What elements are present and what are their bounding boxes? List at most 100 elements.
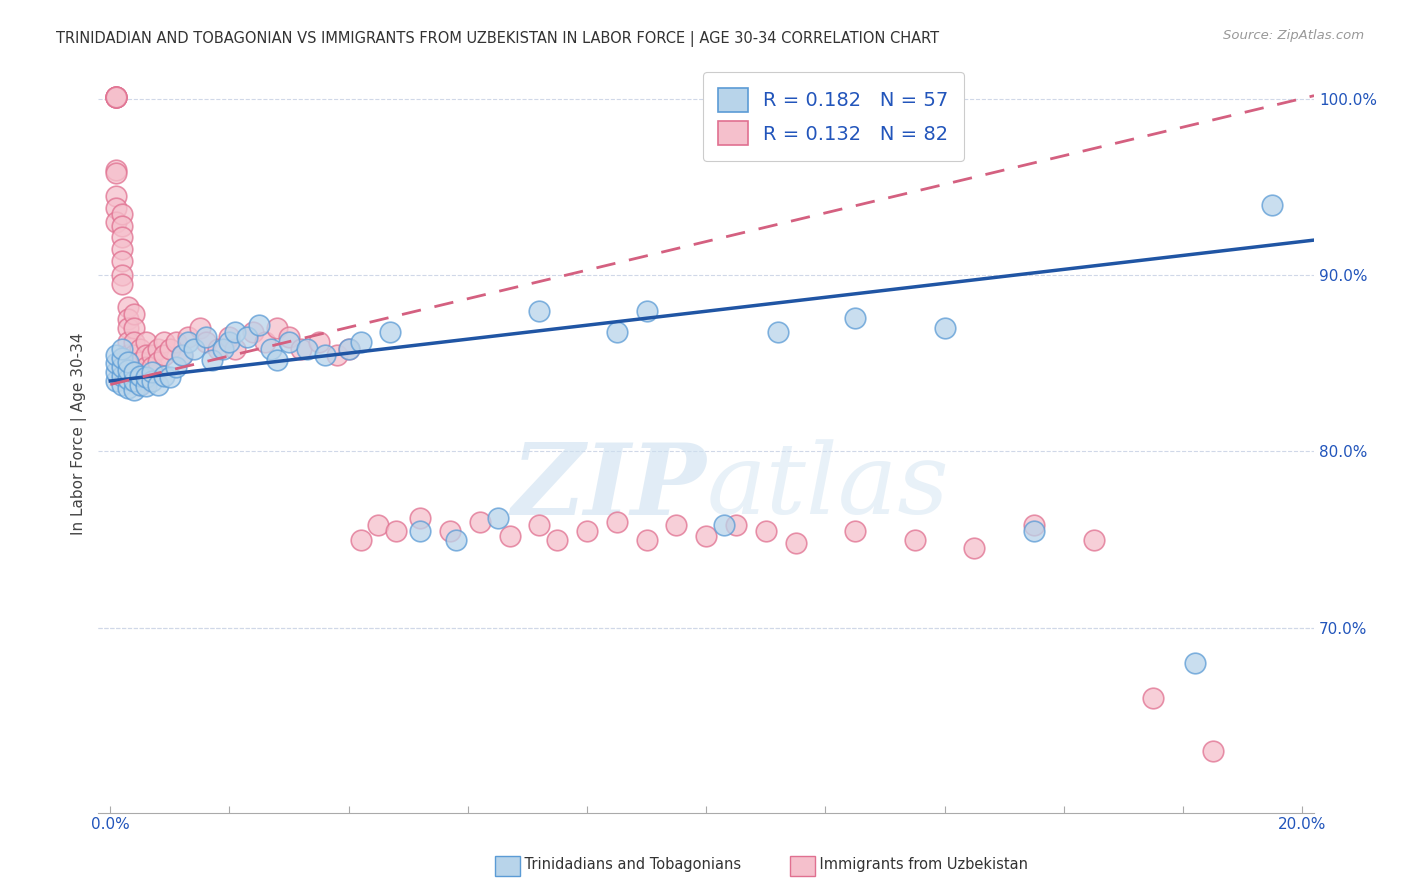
Point xyxy=(934,321,956,335)
Point xyxy=(159,343,181,357)
Point xyxy=(266,352,288,367)
Point xyxy=(117,321,139,335)
Point xyxy=(117,348,139,362)
Point xyxy=(111,368,134,383)
Point xyxy=(904,533,927,547)
Point xyxy=(129,354,152,368)
Point xyxy=(129,343,152,357)
Point xyxy=(129,377,152,392)
Point xyxy=(111,207,134,221)
Point xyxy=(117,354,139,368)
Point xyxy=(117,300,139,314)
Point xyxy=(117,359,139,374)
Point xyxy=(576,524,599,538)
Point xyxy=(111,377,134,392)
Point xyxy=(844,524,866,538)
Y-axis label: In Labor Force | Age 30-34: In Labor Force | Age 30-34 xyxy=(72,333,87,535)
Point xyxy=(349,335,371,350)
Point xyxy=(290,343,312,357)
Point xyxy=(1202,744,1225,758)
Point xyxy=(122,383,145,397)
Point xyxy=(409,511,432,525)
Point xyxy=(111,229,134,244)
Point xyxy=(308,335,330,350)
Point xyxy=(105,90,128,104)
Point xyxy=(1261,198,1284,212)
Point xyxy=(129,368,152,383)
Point xyxy=(111,343,134,357)
Point xyxy=(111,277,134,292)
Point xyxy=(129,377,152,392)
Point xyxy=(170,348,193,362)
Point xyxy=(105,215,128,229)
Point xyxy=(111,219,134,233)
Point xyxy=(146,343,169,357)
Point xyxy=(606,515,628,529)
Point xyxy=(380,325,402,339)
Point xyxy=(1022,524,1045,538)
Point xyxy=(200,352,222,367)
Point xyxy=(159,370,181,384)
Point xyxy=(105,365,128,379)
Point xyxy=(529,518,551,533)
Point xyxy=(713,518,735,533)
Point xyxy=(188,321,211,335)
Point xyxy=(105,90,128,104)
Point xyxy=(337,343,360,357)
Point xyxy=(439,524,461,538)
Point xyxy=(724,518,747,533)
Point xyxy=(194,335,217,350)
Point xyxy=(105,166,128,180)
Point xyxy=(218,330,240,344)
Point xyxy=(1142,691,1164,706)
Point xyxy=(314,348,336,362)
Point xyxy=(844,310,866,325)
Point xyxy=(170,348,193,362)
Point xyxy=(1083,533,1105,547)
Point xyxy=(367,518,389,533)
Point xyxy=(122,335,145,350)
Point xyxy=(242,325,264,339)
Point xyxy=(141,359,163,374)
Point xyxy=(105,90,128,104)
Point xyxy=(606,325,628,339)
Point xyxy=(247,318,270,332)
Point xyxy=(218,335,240,350)
Point xyxy=(224,343,246,357)
Point xyxy=(254,335,277,350)
Point xyxy=(444,533,467,547)
Point xyxy=(498,529,520,543)
Point xyxy=(295,343,318,357)
Point xyxy=(122,307,145,321)
Point xyxy=(349,533,371,547)
Point xyxy=(105,356,128,370)
Point xyxy=(111,359,134,374)
Point xyxy=(135,348,157,362)
Point xyxy=(122,365,145,379)
Point xyxy=(546,533,568,547)
Point xyxy=(135,374,157,388)
Point xyxy=(135,379,157,393)
Point xyxy=(337,343,360,357)
Point xyxy=(194,330,217,344)
Point xyxy=(105,374,128,388)
Point xyxy=(212,343,235,357)
Point xyxy=(105,90,128,104)
Point xyxy=(129,365,152,379)
Point xyxy=(122,374,145,388)
Point xyxy=(1022,518,1045,533)
Point xyxy=(153,348,176,362)
Text: Source: ZipAtlas.com: Source: ZipAtlas.com xyxy=(1223,29,1364,42)
Point xyxy=(146,377,169,392)
Point xyxy=(117,381,139,395)
Text: Trinidadians and Tobagonians: Trinidadians and Tobagonians xyxy=(506,857,741,872)
Point xyxy=(105,90,128,104)
Point xyxy=(177,335,200,350)
Point xyxy=(122,348,145,362)
Text: ZIP: ZIP xyxy=(512,439,706,535)
Point xyxy=(207,343,229,357)
Point xyxy=(165,335,187,350)
Point xyxy=(260,343,283,357)
Point xyxy=(117,363,139,377)
Point xyxy=(153,368,176,383)
